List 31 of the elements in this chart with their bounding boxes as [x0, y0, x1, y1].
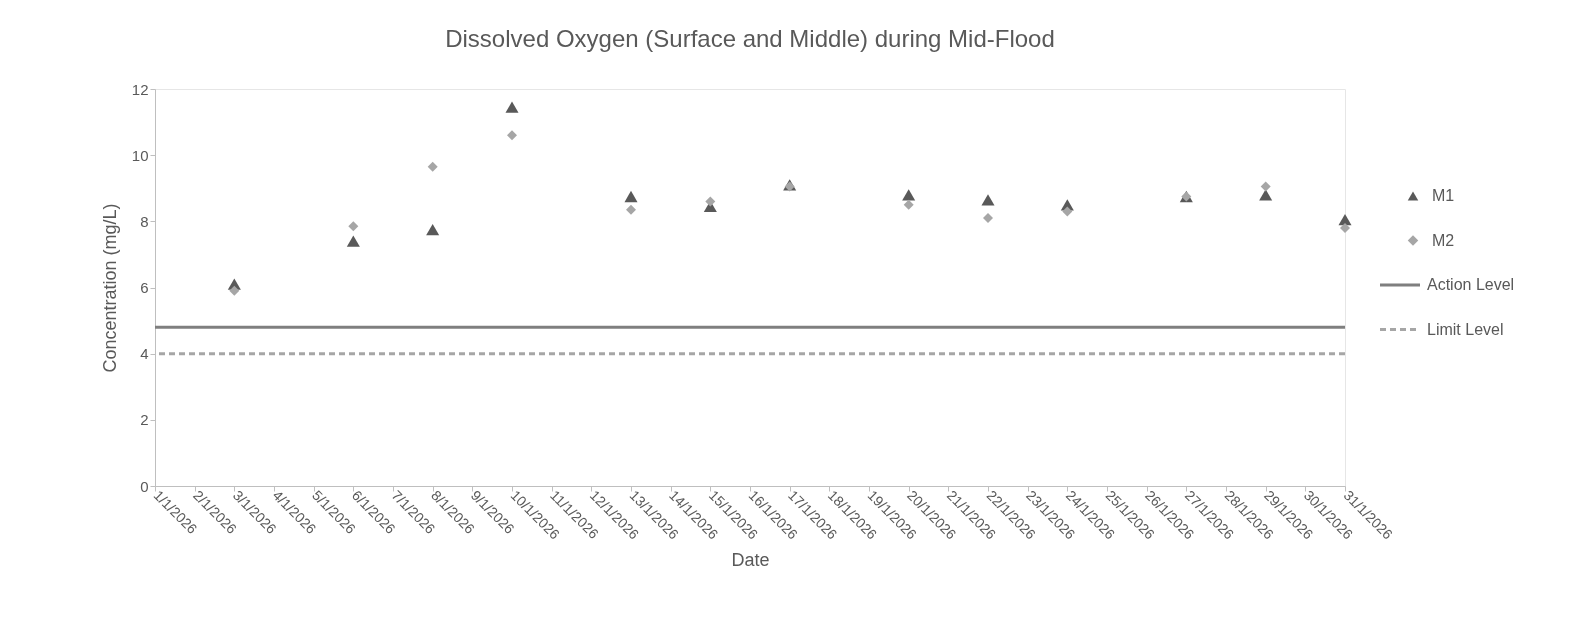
point [348, 221, 359, 232]
point [1260, 181, 1271, 192]
point [427, 161, 438, 172]
point [705, 196, 716, 207]
y-tick-label: 10 [131, 146, 149, 164]
y-tick-label: 6 [140, 279, 149, 296]
y-axis-title: Concentration (mg/L) [99, 203, 120, 373]
point [426, 223, 440, 236]
point [505, 101, 519, 113]
point [626, 204, 636, 215]
y-tick-label: 8 [140, 212, 149, 230]
legend-label: M2 [1432, 231, 1455, 249]
point [983, 213, 993, 224]
y-tick-label: 4 [140, 345, 149, 363]
y-tick-label: 12 [131, 80, 149, 98]
legend-label: Limit Level [1427, 320, 1504, 338]
x-axis-title: Date [731, 550, 770, 571]
point [1259, 189, 1273, 201]
point [1062, 206, 1073, 217]
y-tick-label: 0 [140, 477, 149, 495]
point [981, 194, 995, 206]
point [229, 285, 240, 296]
point [346, 235, 360, 247]
point [624, 190, 638, 203]
legend-label: M1 [1432, 187, 1455, 204]
point [507, 130, 517, 141]
point [902, 189, 916, 201]
legend-label: Action Level [1427, 276, 1515, 293]
y-tick-label: 2 [140, 411, 149, 429]
point [1340, 222, 1350, 233]
chart-title: Dissolved Oxygen (Surface and Middle) during Mid-Flood [445, 25, 1055, 52]
